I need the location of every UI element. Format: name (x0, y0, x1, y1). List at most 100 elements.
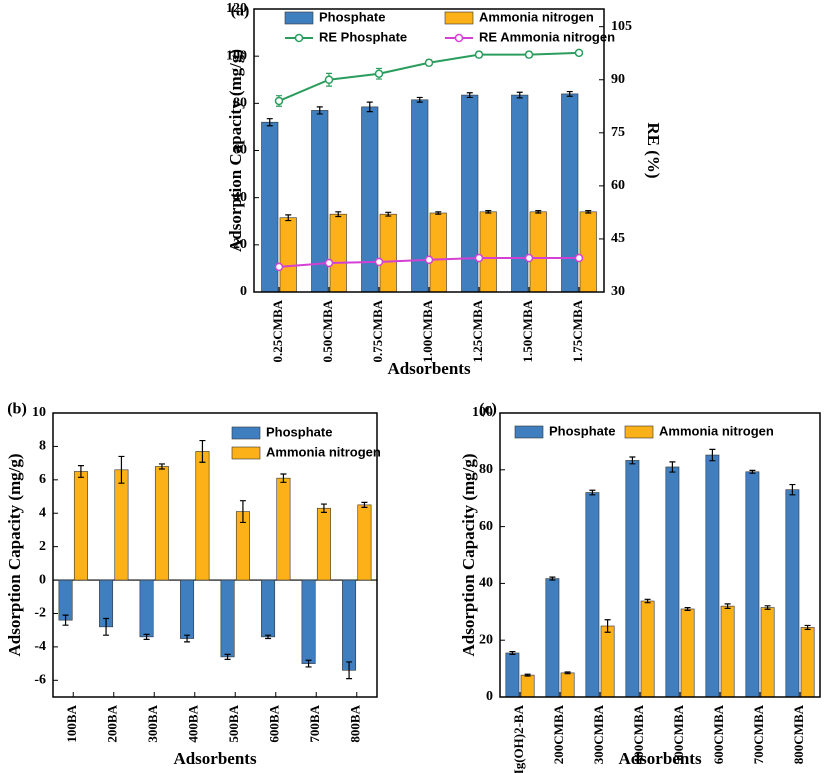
error-bar (509, 650, 516, 655)
y-tick-label: -4 (34, 639, 46, 654)
bar (585, 492, 600, 698)
marker (574, 253, 584, 263)
y2-axis-label: RE (%) (644, 122, 663, 178)
legend-label: Ammonia nitrogen (266, 444, 381, 459)
x-tick-label: 1.50CMBA (520, 299, 535, 362)
x-tick-label: 800CMBA (791, 704, 806, 764)
bar (785, 489, 800, 698)
error-bar (524, 673, 531, 677)
error-bar (239, 500, 246, 524)
bar (561, 93, 579, 293)
bar (600, 625, 615, 698)
x-tick-label: 1.75CMBA (570, 299, 585, 362)
y-tick-label: -6 (34, 673, 46, 688)
x-tick-label: 700CMBA (751, 704, 766, 764)
error-bar (535, 210, 542, 214)
legend-label: Phosphate (319, 9, 385, 24)
y-tick-label: 20 (479, 632, 493, 647)
error-bar (280, 473, 287, 483)
error-bar (385, 211, 392, 217)
marker (424, 255, 434, 265)
error-bar (224, 653, 231, 661)
x-tick-label: 300BA (145, 704, 160, 742)
bar (357, 504, 372, 581)
y-tick-label: 4 (39, 505, 46, 520)
bar (680, 608, 695, 698)
error-bar (199, 439, 206, 463)
error-bar (564, 671, 571, 675)
marker (474, 253, 484, 263)
error-bar (804, 624, 811, 631)
y2-tick-label: 75 (611, 125, 625, 140)
error-bar (77, 465, 84, 478)
error-bar (158, 463, 165, 470)
error-bar (566, 90, 573, 97)
error-bar (684, 606, 691, 611)
bar (180, 579, 195, 639)
error-bar (589, 489, 596, 496)
x-axis-label: Adsorbents (618, 749, 702, 768)
bar (316, 507, 331, 581)
error-bar (709, 448, 716, 462)
bar (665, 466, 680, 698)
legend-swatch (231, 426, 261, 440)
error-bar (184, 634, 191, 643)
marker (474, 50, 484, 59)
y-axis-label: Adsorption Capacity (mg/g) (5, 453, 24, 656)
bar (479, 211, 497, 293)
bar (276, 477, 291, 581)
bar (301, 579, 316, 664)
x-tick-label: 0.50CMBA (320, 299, 335, 362)
marker (424, 58, 434, 68)
error-bar (316, 106, 323, 115)
y-tick-label: 60 (233, 143, 247, 158)
bar (640, 600, 655, 698)
bar (545, 578, 560, 698)
x-tick-label: 0.75CMBA (370, 299, 385, 362)
error-bar (320, 503, 327, 513)
x-tick-label: 500BA (226, 704, 241, 742)
legend-marker (294, 33, 304, 43)
bar (529, 211, 547, 293)
plot-frame (499, 412, 821, 698)
marker (274, 262, 284, 272)
legend-marker (454, 33, 464, 43)
y2-tick-label: 30 (611, 284, 625, 299)
bar (279, 217, 297, 293)
bar (800, 627, 815, 698)
error-bar (749, 469, 756, 474)
error-bar (361, 501, 368, 508)
error-bar (285, 214, 292, 222)
y-tick-label: 0 (39, 572, 46, 587)
legend-swatch (514, 425, 544, 439)
error-bar (604, 619, 611, 633)
y-tick-label: 8 (39, 439, 46, 454)
bar (461, 94, 479, 293)
y-tick-label: -2 (34, 606, 46, 621)
x-tick-label: 600BA (267, 704, 282, 742)
x-tick-label: 500CMBA (671, 704, 686, 764)
bar (73, 471, 88, 581)
x-tick-label: 1.00CMBA (420, 299, 435, 362)
error-bar (724, 603, 731, 609)
x-tick-label: 800BA (348, 704, 363, 742)
y-tick-label: 100 (472, 405, 493, 420)
error-bar (466, 92, 473, 99)
y-tick-label: 20 (233, 237, 247, 252)
bar (625, 460, 640, 698)
y-tick-label: 100 (226, 48, 247, 63)
marker (574, 48, 584, 58)
legend-label: Ammonia nitrogen (479, 9, 594, 24)
y-tick-label: 0 (240, 284, 247, 299)
x-tick-label: 300CMBA (591, 704, 606, 764)
legend-swatch (624, 425, 654, 439)
x-tick-label: 1.25CMBA (470, 299, 485, 362)
y-tick-label: 6 (39, 472, 46, 487)
error-bar (335, 211, 342, 218)
error-bar (549, 576, 556, 581)
panel-label: (c) (479, 401, 497, 418)
error-bar (485, 210, 492, 214)
error-bar (789, 483, 796, 496)
panel-label: (b) (7, 401, 27, 418)
